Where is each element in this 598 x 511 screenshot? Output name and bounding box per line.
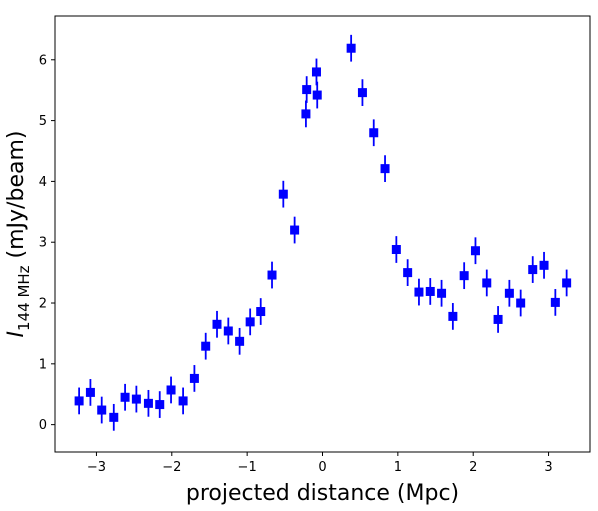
data-point-24: [346, 43, 356, 53]
data-point-2: [97, 405, 107, 415]
data-point-0: [74, 396, 84, 406]
data-point-16: [256, 307, 266, 317]
data-point-34: [459, 271, 469, 281]
data-point-42: [550, 297, 560, 307]
y-axis-ticks: 0 1 2 3 4 5 6: [39, 53, 55, 433]
y-tick-label-1: 1: [39, 357, 47, 372]
x-tick-label-4: 1: [394, 460, 402, 475]
data-point-14: [235, 336, 245, 346]
data-point-8: [166, 385, 176, 395]
data-point-7: [155, 400, 165, 410]
data-markers: [74, 43, 572, 422]
data-point-27: [380, 164, 390, 174]
data-point-12: [212, 319, 222, 329]
x-axis-ticks: −3 −2 −1 0 1 2 3: [87, 452, 553, 475]
data-point-4: [120, 392, 130, 402]
data-point-15: [245, 317, 255, 327]
data-point-40: [528, 265, 538, 275]
data-point-32: [437, 288, 447, 298]
x-tick-label-6: 3: [544, 460, 552, 475]
data-point-41: [539, 260, 549, 270]
data-point-21: [302, 85, 312, 95]
y-tick-label-4: 4: [39, 175, 47, 190]
data-point-6: [143, 398, 153, 408]
data-point-26: [369, 128, 379, 138]
data-point-1: [85, 387, 95, 397]
plot-area-background: [55, 16, 590, 452]
data-point-43: [562, 278, 572, 288]
data-point-11: [201, 341, 211, 351]
y-tick-label-0: 0: [39, 418, 47, 433]
x-tick-label-0: −3: [87, 460, 106, 475]
x-tick-label-3: 0: [318, 460, 326, 475]
data-point-23: [312, 90, 322, 100]
y-axis-label: I144 MHz (mJy/beam): [4, 131, 33, 338]
data-point-9: [178, 396, 188, 406]
data-point-13: [223, 326, 233, 336]
data-point-18: [278, 189, 288, 199]
y-tick-label-3: 3: [39, 236, 47, 251]
data-point-19: [290, 225, 300, 235]
x-tick-label-5: 2: [469, 460, 477, 475]
data-point-31: [425, 286, 435, 296]
data-point-37: [493, 314, 503, 324]
data-point-35: [470, 246, 480, 256]
data-point-29: [403, 268, 413, 278]
data-point-38: [504, 288, 514, 298]
data-point-10: [189, 373, 199, 383]
data-point-33: [448, 311, 458, 321]
y-tick-label-6: 6: [39, 53, 47, 68]
y-tick-label-2: 2: [39, 297, 47, 312]
y-axis-label-symbol: I: [4, 331, 29, 338]
data-point-30: [414, 287, 424, 297]
data-point-17: [267, 270, 277, 280]
y-axis-label-subscript: 144 MHz: [15, 265, 33, 331]
data-point-3: [109, 412, 119, 422]
x-axis-label: projected distance (Mpc): [186, 481, 459, 506]
data-point-39: [516, 298, 526, 308]
data-point-28: [391, 245, 401, 255]
data-point-20: [301, 109, 311, 119]
data-point-5: [131, 394, 141, 404]
data-point-22: [311, 67, 321, 77]
data-point-36: [482, 278, 492, 288]
y-axis-label-unit: (mJy/beam): [4, 131, 29, 266]
data-point-25: [357, 88, 367, 98]
x-tick-label-2: −1: [238, 460, 257, 475]
x-tick-label-1: −2: [162, 460, 181, 475]
plot-frame: [54, 15, 591, 453]
y-tick-label-5: 5: [39, 114, 47, 129]
